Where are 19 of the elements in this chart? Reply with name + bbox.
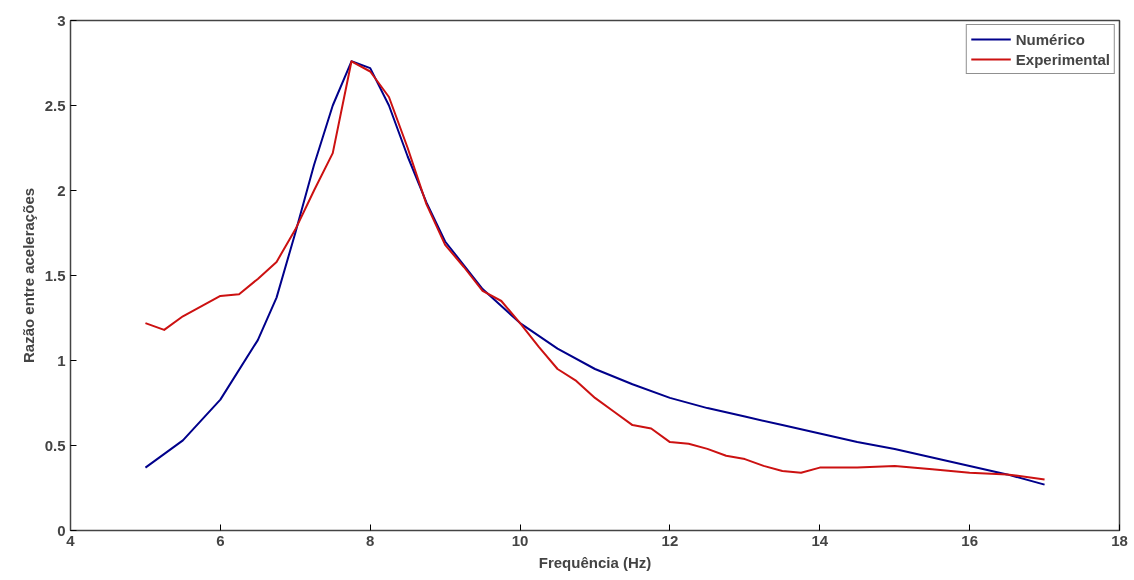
legend-label: Numérico (1015, 30, 1085, 48)
x-tick-label: 16 (961, 531, 978, 549)
x-tick-label: 18 (1111, 531, 1128, 549)
x-tick-label: 12 (661, 531, 679, 549)
x-tick-label: 10 (511, 531, 529, 549)
y-tick-label: 0 (57, 521, 66, 539)
x-tick-label: 8 (366, 531, 375, 549)
x-tick-label: 6 (216, 531, 225, 549)
y-tick-label: 2.5 (44, 96, 66, 114)
y-axis-title: Razão entre acelerações (19, 187, 37, 364)
y-tick-label: 1.5 (44, 266, 66, 284)
x-tick-label: 14 (811, 531, 829, 549)
x-tick-label: 4 (66, 531, 76, 549)
y-tick-label: 0.5 (44, 436, 66, 454)
y-tick-label: 1 (57, 351, 66, 369)
y-tick-label: 3 (57, 11, 66, 29)
y-tick-label: 2 (57, 181, 66, 199)
x-axis-title: Frequência (Hz) (538, 553, 652, 571)
legend-label: Experimental (1015, 50, 1110, 68)
